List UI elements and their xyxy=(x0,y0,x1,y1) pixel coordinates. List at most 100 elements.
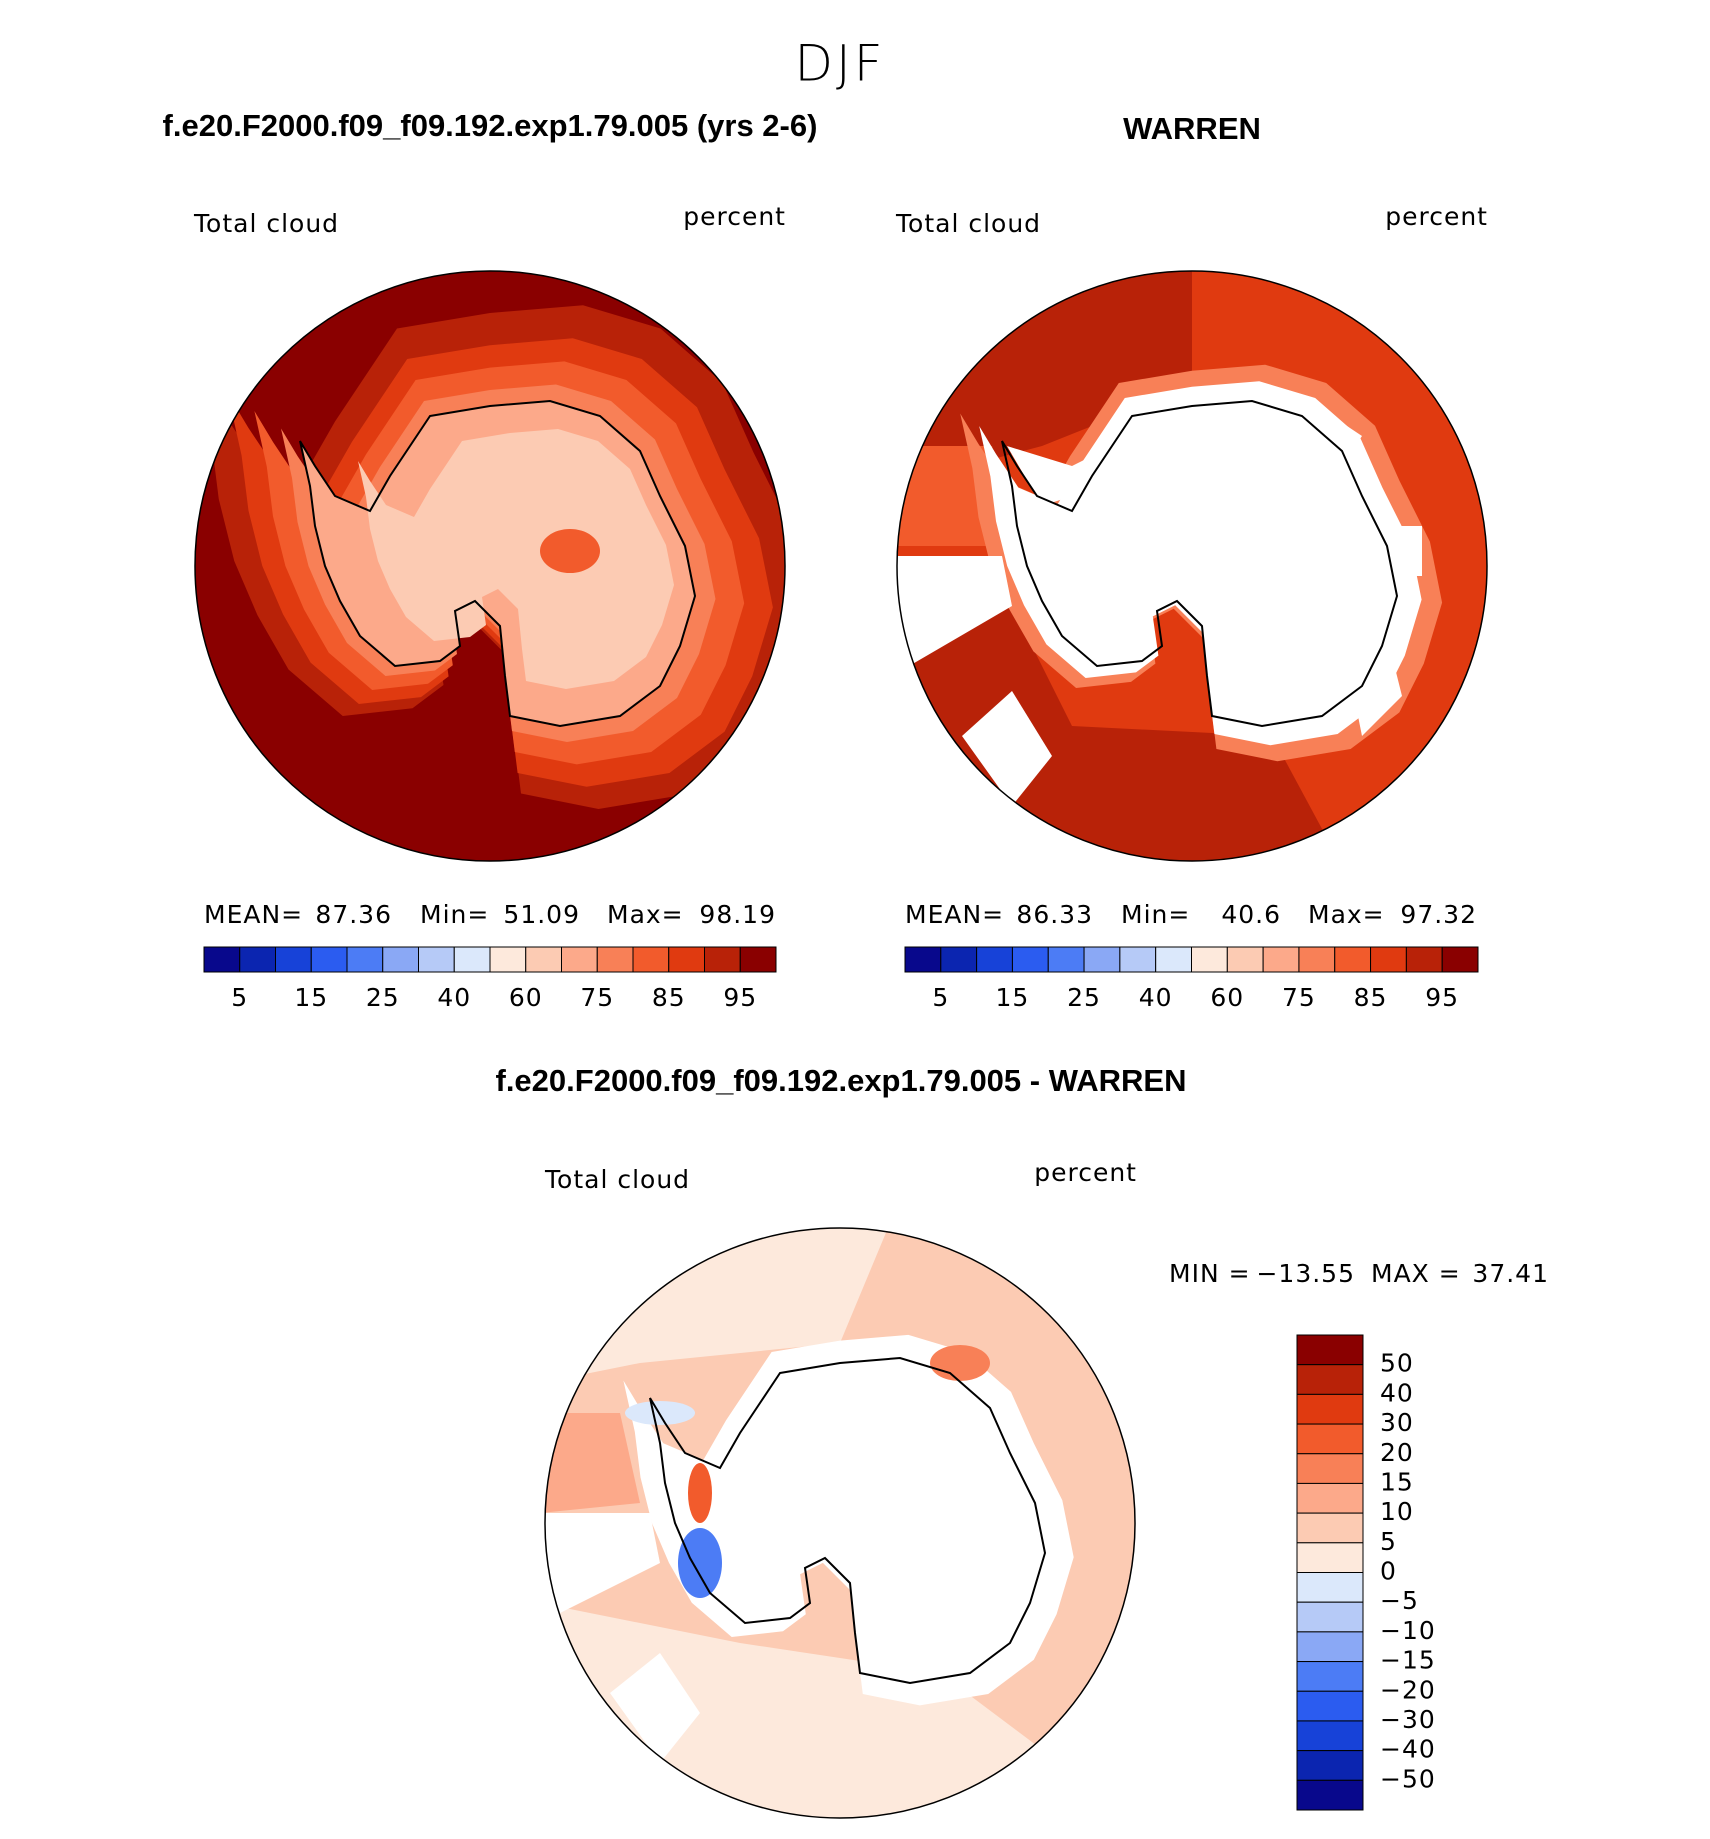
colorbar-box xyxy=(489,946,527,973)
map-fill xyxy=(610,1653,700,1763)
colorbar-box xyxy=(1262,946,1300,973)
colorbar-box xyxy=(940,946,978,973)
colorbar-tick-label: 95 xyxy=(723,983,757,1012)
colorbar-box xyxy=(561,946,598,973)
stat-value: 37.41 xyxy=(1472,1259,1549,1288)
colorbar-box xyxy=(1296,1631,1364,1663)
colorbar-tick-label: 75 xyxy=(580,983,614,1012)
colorbar-box xyxy=(453,946,491,973)
stat-value: 86.33 xyxy=(1016,900,1093,929)
stat-label: MIN = xyxy=(1169,1259,1251,1288)
colorbar-box xyxy=(1296,1542,1364,1573)
colorbar-tick-label: 40 xyxy=(437,983,471,1012)
colorbar-box xyxy=(739,946,777,973)
colorbar-tick-label: −10 xyxy=(1380,1616,1436,1645)
colorbar-box xyxy=(1296,1690,1364,1722)
colorbar-tick-label: 40 xyxy=(1380,1378,1414,1407)
stat-label: Max= xyxy=(607,900,684,929)
colorbar-box xyxy=(1083,946,1121,973)
colorbar-tick-label: 5 xyxy=(231,983,248,1012)
colorbar-box xyxy=(1405,946,1443,973)
colorbar-tick-label: 5 xyxy=(1380,1527,1397,1556)
stat-label: Min= xyxy=(420,900,489,929)
colorbar-tick-label: 40 xyxy=(1139,983,1173,1012)
units-label: percent xyxy=(1385,202,1488,231)
colorbar-tick-label: 20 xyxy=(1380,1438,1414,1467)
stat-label: Max= xyxy=(1308,900,1385,929)
stat-value: 87.36 xyxy=(315,900,392,929)
colorbar-tick-label: 25 xyxy=(366,983,400,1012)
map-fill xyxy=(545,1603,1135,1818)
colorbar-box xyxy=(239,946,276,973)
panel-title: WARREN xyxy=(1123,111,1261,146)
colorbar-tick-label: 85 xyxy=(652,983,686,1012)
map-fill xyxy=(540,529,600,573)
variable-label: Total cloud xyxy=(544,1165,690,1194)
panel-title: f.e20.F2000.f09_f09.192.exp1.79.005 (yrs… xyxy=(163,108,818,143)
map xyxy=(544,1227,1136,1819)
colorbar-tick-label: −20 xyxy=(1380,1675,1436,1704)
colorbar-tick-label: −50 xyxy=(1380,1764,1436,1793)
colorbar-tick-label: 60 xyxy=(509,983,543,1012)
colorbar-tick-label: 30 xyxy=(1380,1408,1414,1437)
map-fill xyxy=(1392,526,1422,576)
colorbar-tick-label: 60 xyxy=(1210,983,1244,1012)
colorbar-box xyxy=(275,946,312,973)
colorbar-tick-label: −5 xyxy=(1380,1586,1419,1615)
colorbar-tick-label: −15 xyxy=(1380,1646,1436,1675)
stat-value: 97.32 xyxy=(1400,900,1477,929)
map xyxy=(896,270,1488,862)
colorbar-box xyxy=(1296,1393,1364,1425)
stat-value: 40.6 xyxy=(1221,900,1281,929)
colorbar-box xyxy=(382,946,419,973)
colorbar-box xyxy=(1296,1334,1364,1366)
colorbar-box xyxy=(668,946,705,973)
units-label: percent xyxy=(1034,1158,1137,1187)
colorbar-box xyxy=(310,946,348,973)
colorbar-box xyxy=(1155,946,1192,973)
colorbar-box xyxy=(632,946,670,973)
colorbar-box xyxy=(525,946,562,973)
stat-value: −13.55 xyxy=(1256,1259,1355,1288)
colorbar-tick-label: 5 xyxy=(932,983,949,1012)
stat-label: MAX = xyxy=(1371,1259,1461,1288)
map-fill xyxy=(897,556,1012,676)
colorbar-tick-label: −30 xyxy=(1380,1705,1436,1734)
colorbar-box xyxy=(1296,1453,1364,1484)
map-fill xyxy=(962,691,1052,806)
colorbar-box xyxy=(1119,946,1157,973)
colorbar-box xyxy=(1334,946,1372,973)
colorbar-box xyxy=(596,946,634,973)
colorbar-tick-label: 15 xyxy=(1380,1467,1414,1496)
map-fill xyxy=(688,1463,712,1523)
map-border xyxy=(896,270,1488,862)
colorbar-tick-label: 75 xyxy=(1282,983,1316,1012)
colorbar-box xyxy=(203,946,241,973)
map-border xyxy=(194,270,786,862)
stat-value: 51.09 xyxy=(503,900,580,929)
colorbar-box xyxy=(1226,946,1264,973)
colorbar-box xyxy=(1296,1601,1364,1633)
colorbar-box xyxy=(976,946,1013,973)
colorbar-box xyxy=(1296,1572,1364,1603)
colorbar-tick-label: −40 xyxy=(1380,1735,1436,1764)
colorbar-box xyxy=(1296,1512,1364,1544)
colorbar-box xyxy=(1441,946,1479,973)
map-fill xyxy=(1317,416,1362,466)
colorbar-box xyxy=(1296,1423,1364,1455)
colorbar-tick-label: 25 xyxy=(1067,983,1101,1012)
colorbar-box xyxy=(1047,946,1085,973)
colorbar-box xyxy=(1296,1750,1364,1781)
colorbar-box xyxy=(1191,946,1228,973)
colorbar-tick-label: 15 xyxy=(996,983,1030,1012)
map xyxy=(194,270,786,862)
map-fill xyxy=(545,1513,660,1623)
variable-label: Total cloud xyxy=(895,209,1041,238)
units-label: percent xyxy=(683,202,786,231)
stat-label: MEAN= xyxy=(204,900,303,929)
map-fill xyxy=(1007,436,1132,506)
colorbar-box xyxy=(904,946,942,973)
colorbar-box xyxy=(1298,946,1336,973)
